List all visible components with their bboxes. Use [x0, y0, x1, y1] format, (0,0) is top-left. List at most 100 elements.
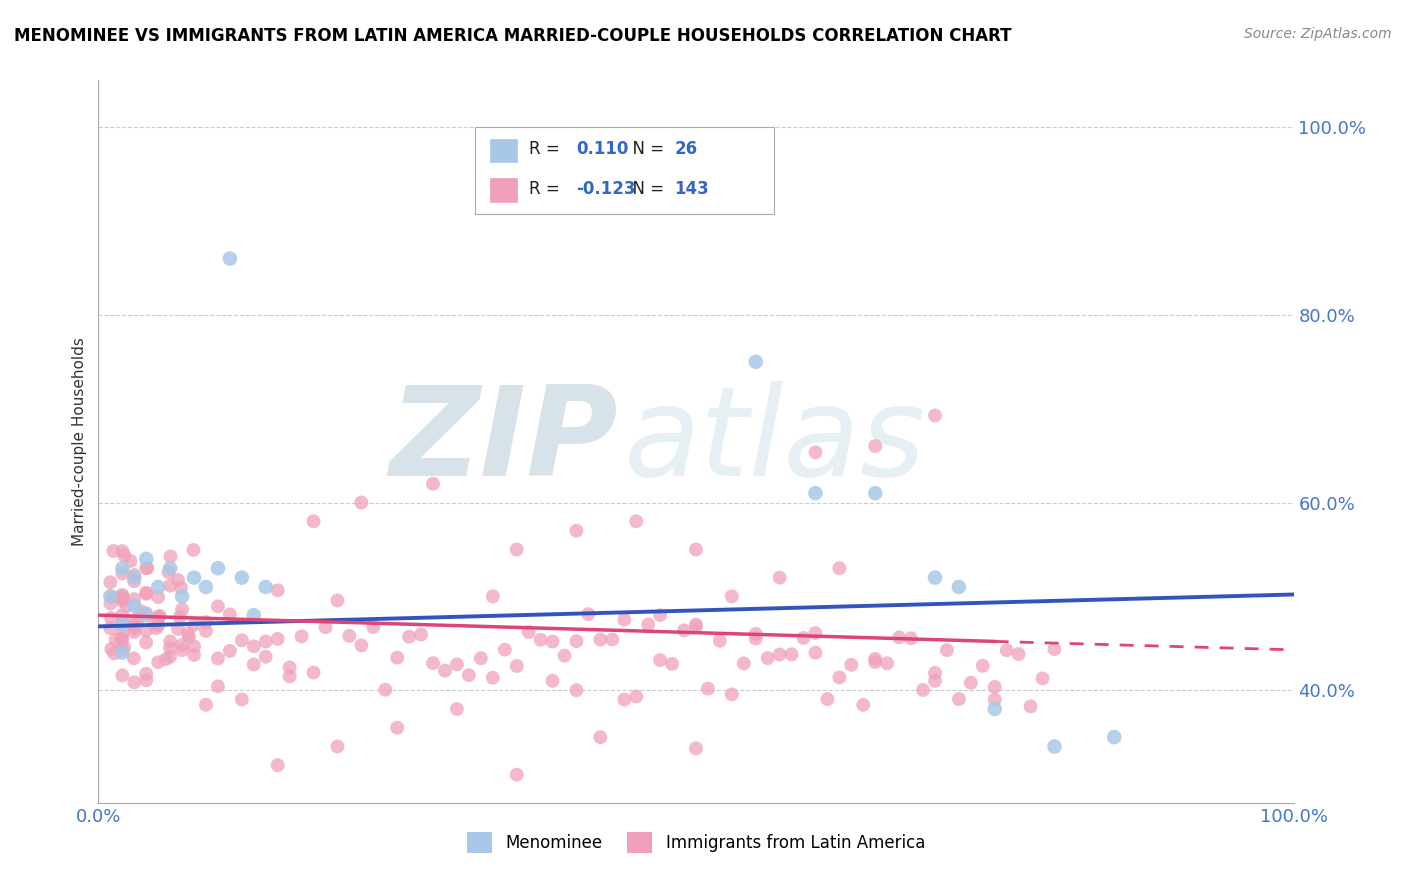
- Point: [111, 615, 134, 629]
- Point: [458, 668, 481, 682]
- Point: [315, 620, 337, 634]
- Point: [1043, 739, 1066, 754]
- Point: [195, 580, 218, 594]
- Point: [984, 692, 1007, 706]
- Point: [565, 683, 588, 698]
- Point: [159, 634, 181, 648]
- Point: [302, 665, 325, 680]
- Point: [685, 617, 707, 632]
- Point: [948, 692, 970, 706]
- Point: [804, 626, 827, 640]
- Point: [852, 698, 875, 712]
- Point: [172, 602, 194, 616]
- Point: [972, 658, 994, 673]
- Point: [422, 656, 444, 670]
- Point: [924, 665, 946, 680]
- Point: [135, 561, 157, 575]
- Point: [114, 549, 136, 563]
- Point: [422, 476, 444, 491]
- Point: [804, 486, 827, 500]
- Point: [960, 675, 983, 690]
- Point: [374, 682, 396, 697]
- Point: [565, 524, 588, 538]
- Point: [135, 608, 157, 623]
- Point: [243, 608, 266, 623]
- Point: [135, 585, 157, 599]
- Point: [613, 613, 636, 627]
- Text: -0.123: -0.123: [576, 180, 636, 198]
- Point: [111, 588, 134, 602]
- Text: N =: N =: [621, 141, 669, 159]
- Point: [984, 680, 1007, 694]
- Point: [135, 673, 157, 688]
- Point: [100, 642, 122, 657]
- Point: [148, 590, 170, 604]
- Point: [756, 651, 779, 665]
- Text: R =: R =: [529, 141, 565, 159]
- Point: [554, 648, 576, 663]
- Point: [589, 632, 612, 647]
- Point: [124, 619, 146, 633]
- Point: [565, 634, 588, 648]
- Point: [183, 640, 205, 654]
- Point: [124, 571, 146, 585]
- Point: [111, 608, 134, 623]
- Point: [183, 543, 205, 558]
- Point: [219, 252, 242, 266]
- Point: [278, 660, 301, 674]
- Point: [1104, 730, 1126, 744]
- Point: [170, 581, 193, 595]
- Point: [172, 590, 194, 604]
- Point: [122, 651, 145, 665]
- Bar: [491, 138, 517, 161]
- Point: [291, 629, 314, 643]
- Point: [129, 604, 152, 618]
- Point: [243, 657, 266, 672]
- Point: [350, 638, 373, 652]
- Point: [267, 583, 290, 598]
- Point: [148, 611, 170, 625]
- Point: [98, 597, 122, 611]
- Point: [120, 554, 142, 568]
- Point: [828, 670, 851, 684]
- Point: [111, 632, 134, 647]
- Point: [159, 649, 181, 664]
- Point: [768, 571, 790, 585]
- Point: [207, 561, 229, 575]
- Point: [530, 632, 553, 647]
- Point: [219, 644, 242, 658]
- Point: [481, 671, 505, 685]
- Point: [100, 611, 122, 625]
- Point: [793, 631, 815, 645]
- Point: [865, 652, 887, 666]
- Point: [648, 608, 672, 623]
- Point: [101, 590, 124, 604]
- Point: [1043, 642, 1066, 657]
- Point: [900, 632, 922, 646]
- Point: [685, 741, 707, 756]
- Point: [924, 409, 946, 423]
- Point: [111, 626, 134, 640]
- Point: [911, 683, 934, 698]
- Point: [111, 632, 134, 646]
- Point: [124, 599, 146, 613]
- Text: 0.110: 0.110: [576, 141, 628, 159]
- Point: [685, 542, 707, 557]
- Point: [613, 692, 636, 706]
- Point: [339, 629, 361, 643]
- Point: [924, 571, 946, 585]
- Point: [326, 593, 349, 607]
- Point: [446, 657, 468, 672]
- Point: [804, 646, 827, 660]
- Point: [98, 621, 122, 635]
- Point: [626, 514, 648, 528]
- Point: [159, 578, 181, 592]
- Point: [685, 620, 707, 634]
- Point: [98, 590, 122, 604]
- Point: [721, 687, 744, 701]
- Point: [231, 571, 253, 585]
- Point: [231, 633, 253, 648]
- Point: [481, 590, 505, 604]
- Point: [267, 632, 290, 646]
- Point: [411, 627, 433, 641]
